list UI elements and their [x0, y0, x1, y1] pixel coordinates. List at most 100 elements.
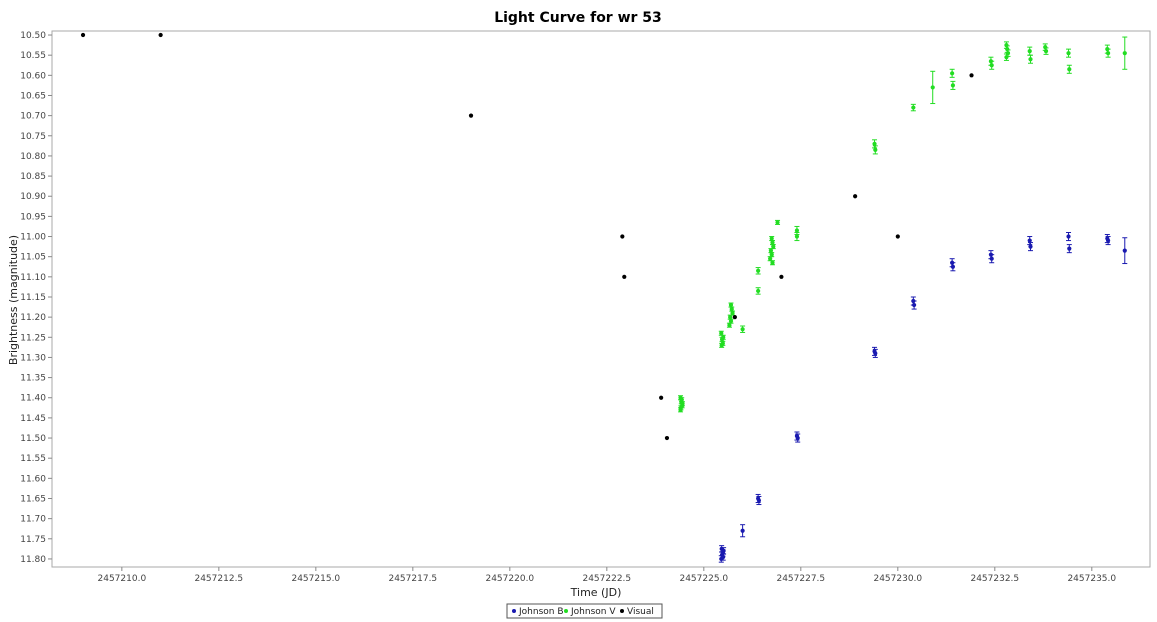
- data-point-johnson-v: [1105, 51, 1111, 56]
- data-point-johnson-v: [873, 147, 878, 152]
- data-point-visual: [853, 194, 858, 199]
- legend-label-johnson-v: Johnson V: [570, 607, 616, 617]
- x-tick-label: 2457227.5: [776, 574, 825, 584]
- y-tick-label: 11.50: [20, 434, 46, 444]
- y-tick-label: 11.20: [20, 313, 46, 323]
- data-point-johnson-v: [728, 315, 733, 320]
- data-point-johnson-v: [1043, 49, 1049, 54]
- data-point-johnson-b: [1067, 246, 1072, 251]
- x-tick-label: 2457212.5: [194, 574, 243, 584]
- data-point-visual: [664, 435, 670, 441]
- data-point-johnson-v: [680, 401, 685, 406]
- data-point-johnson-v: [1066, 51, 1071, 56]
- data-point-johnson-v: [679, 397, 684, 402]
- data-point-johnson-b: [1122, 248, 1127, 253]
- x-tick-label: 2457222.5: [582, 574, 631, 584]
- data-point-johnson-v: [1028, 57, 1033, 62]
- data-point-johnson-b: [950, 264, 956, 269]
- legend-marker-visual: [620, 609, 624, 613]
- y-tick-label: 10.85: [20, 172, 46, 182]
- x-tick-label: 2457232.5: [970, 574, 1019, 584]
- data-point-johnson-v: [1067, 67, 1072, 72]
- y-tick-label: 10.80: [20, 152, 46, 162]
- data-point-johnson-v: [1004, 55, 1009, 60]
- y-tick-label: 11.55: [20, 454, 46, 464]
- data-point-johnson-v: [727, 323, 732, 328]
- series-visual: [80, 32, 974, 441]
- x-axis: 2457210.0 2457212.5 2457215.0 2457217.5 2457…: [98, 567, 1116, 584]
- data-point-johnson-b: [721, 554, 726, 560]
- y-tick-label: 11.35: [20, 374, 46, 384]
- y-tick-label: 11.75: [20, 535, 46, 545]
- data-point-johnson-b: [873, 351, 878, 356]
- data-point-visual: [158, 32, 163, 38]
- data-point-johnson-v: [729, 306, 734, 312]
- x-tick-label: 2457210.0: [98, 574, 147, 584]
- data-point-johnson-v: [771, 244, 776, 249]
- y-tick-label: 10.95: [20, 212, 46, 222]
- data-point-johnson-v: [756, 268, 761, 273]
- y-tick-label: 10.90: [20, 192, 46, 202]
- data-point-johnson-v: [768, 248, 774, 253]
- y-tick-label: 11.70: [20, 515, 46, 525]
- y-tick-label: 10.50: [20, 31, 46, 41]
- data-point-visual: [468, 113, 474, 118]
- series-johnson-v: [678, 36, 1128, 413]
- data-point-visual: [620, 234, 625, 239]
- y-tick-label: 11.60: [20, 474, 46, 484]
- y-axis-label: Brightness (magnitude): [7, 235, 20, 365]
- data-point-johnson-v: [728, 302, 734, 308]
- data-point-johnson-b: [989, 256, 994, 261]
- data-point-johnson-v: [728, 319, 734, 324]
- data-point-johnson-v: [1043, 45, 1048, 50]
- legend-box: [506, 603, 663, 619]
- data-point-johnson-v: [770, 260, 775, 265]
- data-point-johnson-v: [719, 343, 724, 348]
- data-point-johnson-b: [912, 302, 917, 308]
- y-tick-label: 11.65: [20, 494, 46, 504]
- y-tick-label: 11.45: [20, 414, 46, 424]
- data-marks: [80, 32, 1128, 563]
- y-tick-label: 11.15: [20, 293, 46, 303]
- data-point-johnson-v: [950, 71, 955, 76]
- legend-marker-johnson-v: [564, 609, 568, 613]
- data-point-johnson-v: [911, 105, 916, 110]
- data-point-johnson-v: [769, 236, 774, 241]
- data-point-johnson-b: [756, 498, 762, 503]
- x-tick-label: 2457217.5: [388, 574, 437, 584]
- data-point-visual: [969, 73, 974, 78]
- data-point-johnson-v: [770, 240, 775, 245]
- data-point-johnson-b: [1105, 238, 1111, 243]
- data-point-visual: [895, 234, 900, 239]
- data-point-johnson-v: [1122, 51, 1127, 56]
- y-tick-label: 10.70: [20, 112, 46, 122]
- data-point-johnson-v: [775, 220, 780, 225]
- series-johnson-b: [718, 232, 1128, 563]
- chart-title: Light Curve for wr 53: [494, 10, 662, 26]
- data-point-johnson-v: [1004, 43, 1009, 48]
- x-tick-label: 2457235.0: [1067, 574, 1116, 584]
- y-tick-label: 10.60: [20, 71, 46, 81]
- data-point-johnson-v: [1027, 49, 1032, 54]
- y-axis: 10.50 10.55 10.60 10.65 10.70 10.75 10.80 10.85…: [20, 31, 52, 565]
- y-tick-label: 10.55: [20, 51, 46, 61]
- y-tick-label: 11.25: [20, 333, 46, 343]
- data-point-johnson-v: [872, 141, 877, 146]
- plot-border: [51, 30, 1151, 568]
- x-tick-label: 2457220.0: [485, 574, 534, 584]
- legend-label-visual: Visual: [627, 607, 654, 617]
- data-point-johnson-v: [950, 83, 956, 88]
- y-tick-label: 11.40: [20, 394, 46, 404]
- data-point-johnson-b: [719, 546, 724, 551]
- data-point-johnson-v: [678, 407, 683, 412]
- data-point-johnson-v: [794, 228, 800, 233]
- data-point-johnson-b: [1028, 244, 1033, 249]
- legend-label-johnson-b: Johnson B: [518, 607, 564, 617]
- data-point-johnson-v: [740, 327, 745, 332]
- y-tick-label: 10.65: [20, 91, 46, 101]
- data-point-visual: [732, 315, 737, 320]
- data-point-johnson-v: [1005, 47, 1010, 52]
- plot-area: [51, 30, 1151, 568]
